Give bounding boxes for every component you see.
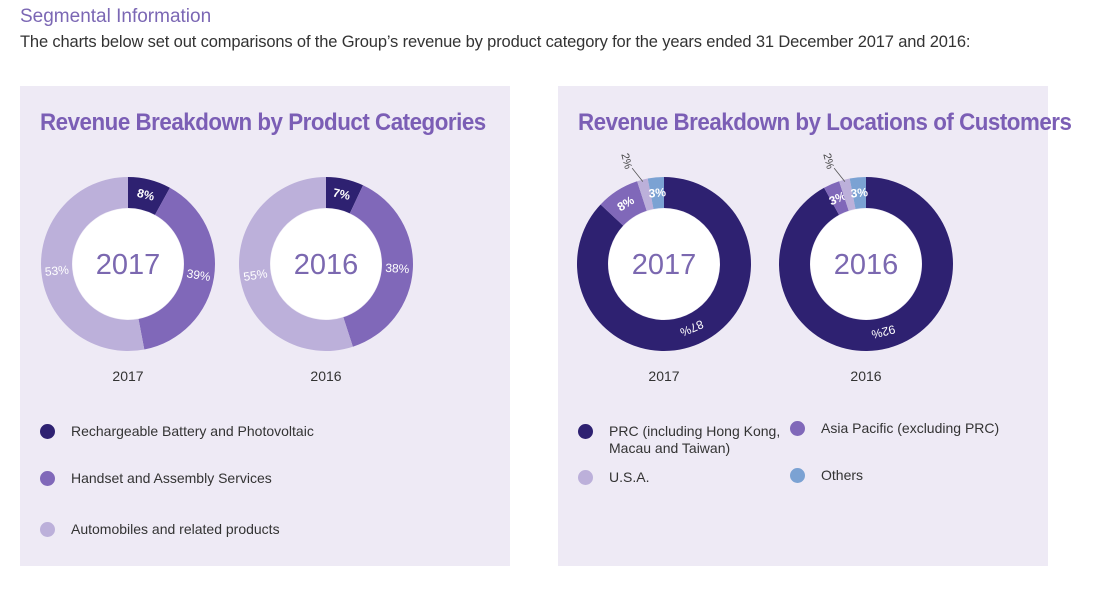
donut-hole	[270, 208, 382, 320]
slice-label: 7%	[332, 185, 352, 203]
legend-dot	[790, 468, 805, 483]
year-label: 2017	[112, 368, 143, 384]
donut-center-year: 2017	[96, 249, 161, 281]
donut-slice	[326, 177, 364, 214]
donut-slice	[637, 178, 654, 211]
donut-slice	[600, 181, 647, 226]
legend-item-asia-pacific: Asia Pacific (excluding PRC)	[790, 420, 999, 437]
slice-label: 3%	[850, 185, 869, 201]
legend-label: Others	[821, 467, 864, 483]
legend-label: Handset and Assembly Services	[71, 470, 272, 486]
legend-item-others: Others	[790, 467, 863, 484]
donut-slice	[647, 177, 664, 209]
donut-slice	[849, 177, 866, 209]
slice-label: 3%	[648, 185, 667, 201]
donut-slice	[824, 181, 849, 215]
legend-label: Automobiles and related products	[71, 521, 280, 537]
donut-slice	[779, 177, 953, 351]
year-label: 2017	[648, 368, 679, 384]
slice-label-usa: 2%	[618, 152, 634, 171]
location-chart-title: Revenue Breakdown by Locations of Custom…	[578, 109, 1072, 136]
product-categories-panel: Revenue Breakdown by Product Categories …	[20, 86, 510, 566]
slice-label: 92%	[870, 322, 897, 342]
donut-slice	[128, 177, 170, 215]
donut-center-year: 2016	[294, 249, 359, 281]
legend-label: PRC (including Hong Kong, Macau and Taiw…	[609, 423, 781, 456]
donut-hole	[608, 208, 720, 320]
year-label: 2016	[310, 368, 341, 384]
donut-slice	[41, 177, 145, 351]
intro-text: The charts below set out comparisons of …	[20, 33, 971, 51]
legend-label: Asia Pacific (excluding PRC)	[821, 420, 1000, 436]
legend-item-prc: PRC (including Hong Kong, Macau and Taiw…	[578, 423, 780, 457]
donut-slice	[343, 185, 413, 347]
slice-label: 39%	[186, 266, 212, 284]
slice-label: 8%	[136, 186, 157, 204]
donut-hole	[72, 208, 184, 320]
leader-line	[631, 167, 644, 182]
year-label: 2016	[850, 368, 881, 384]
slice-label: 38%	[385, 261, 410, 277]
donut-center-year: 2017	[632, 249, 697, 281]
legend-label: Rechargeable Battery and Photovoltaic	[71, 423, 314, 439]
slice-label: 55%	[242, 266, 268, 284]
legend-item-automobiles: Automobiles and related products	[40, 521, 280, 538]
legend-dot	[40, 471, 55, 486]
legend-dot	[578, 470, 593, 485]
donut-center-year: 2016	[834, 249, 899, 281]
leader-line	[833, 167, 846, 182]
product-donut-charts: 8% 39% 53% 2017 2017 7% 38% 55% 2016 2016	[41, 177, 413, 384]
legend-item-usa: U.S.A.	[578, 469, 649, 486]
donut-hole	[810, 208, 922, 320]
product-chart-title: Revenue Breakdown by Product Categories	[40, 109, 486, 136]
donut-slice	[138, 187, 215, 350]
legend-dot	[578, 424, 593, 439]
donut-slice	[577, 177, 751, 351]
slice-label: 53%	[44, 263, 70, 279]
legend-dot	[40, 424, 55, 439]
section-heading: Segmental Information	[20, 6, 212, 27]
customer-locations-panel: Revenue Breakdown by Locations of Custom…	[558, 86, 1072, 566]
legend-dot	[40, 522, 55, 537]
donut-slice	[839, 178, 856, 211]
legend-dot	[790, 421, 805, 436]
legend-item-handset: Handset and Assembly Services	[40, 470, 272, 487]
legend-item-battery: Rechargeable Battery and Photovoltaic	[40, 423, 314, 440]
slice-label-usa: 2%	[820, 152, 836, 171]
donut-slice	[238, 177, 353, 351]
legend-label: U.S.A.	[609, 469, 650, 485]
